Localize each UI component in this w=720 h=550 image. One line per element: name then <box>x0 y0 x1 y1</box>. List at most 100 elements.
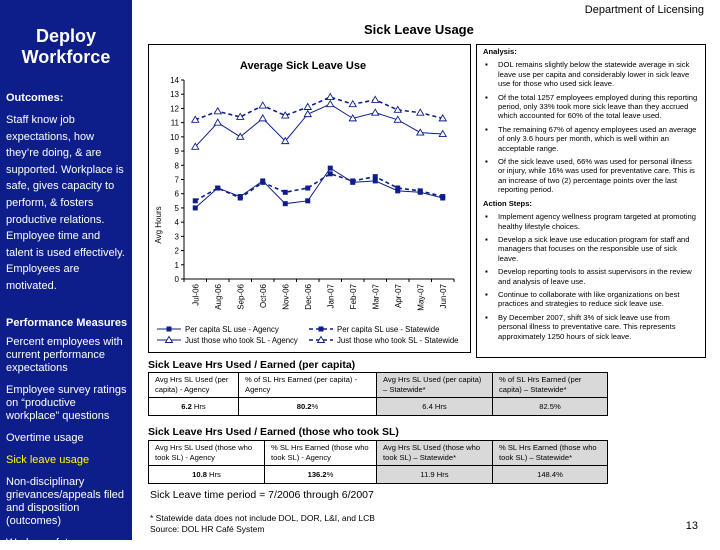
performance-measures-heading: Performance Measures <box>6 316 128 329</box>
data-point <box>237 195 243 201</box>
measure-item-sick-leave[interactable]: Sick leave usage <box>6 453 90 466</box>
data-point <box>213 106 223 115</box>
y-tick-label: 9 <box>175 147 180 156</box>
unit: % <box>326 469 334 479</box>
y-tick-label: 13 <box>170 90 179 99</box>
y-tick-label: 8 <box>175 161 180 170</box>
data-point <box>370 108 380 116</box>
action-item: By December 2007, shift 3% of sick leave… <box>483 313 699 341</box>
data-point <box>327 165 333 171</box>
measure-item-expectations[interactable]: Percent employees with current performan… <box>6 335 123 374</box>
source-note: Source: DOL HR Café System <box>150 524 265 534</box>
table-header: % SL Hrs Earned (those who took SL) – St… <box>492 440 608 466</box>
table-cell: 6.2 Hrs <box>148 397 239 416</box>
measure-item-worker-safety[interactable]: Worker safety <box>6 536 74 549</box>
data-point <box>417 188 423 194</box>
table-header: Avg Hrs SL Used (those who took SL) – St… <box>376 440 493 466</box>
data-point <box>395 185 401 191</box>
statewide-avg-hours: 6.4 Hrs <box>376 397 493 416</box>
data-point <box>282 189 288 195</box>
data-point <box>415 108 425 116</box>
chart-title: Average Sick Leave Use <box>240 60 366 72</box>
y-tick-label: 1 <box>175 261 180 270</box>
legend-marker <box>318 326 324 332</box>
legend-label: Per capita SL use - Agency <box>185 325 279 334</box>
data-point <box>280 111 290 119</box>
line-chart: Average Sick Leave Use Avg Hours 0123456… <box>154 60 459 345</box>
data-point <box>327 171 333 177</box>
legend-label: Just those who took SL - Statewide <box>337 336 459 345</box>
analysis-item: Of the total 1257 employees employed dur… <box>483 93 699 121</box>
data-point <box>303 109 313 118</box>
data-point <box>415 128 425 136</box>
analysis-item: Of the sick leave used, 66% was used for… <box>483 157 699 195</box>
data-point <box>438 129 448 137</box>
x-tick-label: Aug-06 <box>214 283 223 309</box>
data-point <box>190 142 200 150</box>
data-point <box>282 201 288 207</box>
data-point <box>303 102 313 110</box>
y-tick-label: 0 <box>175 275 180 284</box>
series-2 <box>192 171 446 204</box>
y-tick-label: 12 <box>170 104 179 113</box>
x-tick-label: Feb-07 <box>349 283 358 309</box>
y-tick-label: 7 <box>175 176 180 185</box>
data-point <box>192 205 198 211</box>
action-item: Develop a sick leave use education progr… <box>483 235 699 263</box>
data-point <box>440 194 446 200</box>
x-tick-label: May-07 <box>416 283 425 310</box>
agency-pct-earned: 136.2 <box>307 469 327 479</box>
analysis-heading: Analysis: <box>483 47 517 56</box>
x-tick-label: Jun-07 <box>439 283 448 308</box>
data-point <box>235 112 245 120</box>
unit: % <box>311 401 319 411</box>
series-line <box>194 172 443 202</box>
sidebar: Deploy Workforce Outcomes: Staff know jo… <box>0 0 132 549</box>
footnote: * Statewide data does not include DOL, D… <box>150 513 375 535</box>
data-point <box>305 198 311 204</box>
series-line <box>194 96 443 121</box>
data-point <box>190 115 200 123</box>
data-point <box>192 198 198 204</box>
table-cell: 136.2% <box>264 465 377 484</box>
table1-title: Sick Leave Hrs Used / Earned (per capita… <box>148 359 356 371</box>
measure-item-overtime[interactable]: Overtime usage <box>6 431 84 444</box>
y-tick-label: 4 <box>175 218 180 227</box>
section-title-line2: Workforce <box>21 47 111 67</box>
action-item: Develop reporting tools to assist superv… <box>483 267 699 286</box>
table-header: Avg Hrs SL Used (those who took SL) - Ag… <box>148 440 265 466</box>
table-header: % of SL Hrs Earned (per capita) - Agency <box>238 372 377 398</box>
measure-item-grievances[interactable]: Non-disciplinary grievances/appeals file… <box>6 475 125 527</box>
y-tick-label: 6 <box>175 190 180 199</box>
data-point <box>370 95 380 103</box>
section-title-line1: Deploy <box>35 26 96 46</box>
y-axis-label: Avg Hours <box>154 206 163 243</box>
series-4 <box>190 92 448 123</box>
legend-label: Per capita SL use - Statewide <box>337 325 439 334</box>
department-name: Department of Licensing <box>584 4 704 16</box>
data-point <box>213 118 223 126</box>
action-item: Continue to collaborate with like organi… <box>483 290 699 309</box>
data-point <box>372 178 378 184</box>
table-cell: 80.2% <box>238 397 377 416</box>
table2-title: Sick Leave Hrs Used / Earned (those who … <box>148 426 399 438</box>
per-capita-table: Avg Hrs SL Used (per capita) - Agency % … <box>148 372 608 416</box>
y-tick-label: 2 <box>175 247 180 256</box>
legend-marker <box>166 326 172 332</box>
analysis-item: DOL remains slightly below the statewide… <box>483 60 699 88</box>
statewide-footnote: * Statewide data does not include DOL, D… <box>150 513 375 523</box>
data-point <box>350 178 356 184</box>
x-tick-label: Apr-07 <box>394 283 403 308</box>
data-point <box>393 115 403 123</box>
x-tick-label: Sep-06 <box>236 283 245 309</box>
section-title: Deploy Workforce <box>0 26 132 68</box>
x-tick-label: Jul-06 <box>191 283 200 305</box>
action-steps-heading: Action Steps: <box>483 198 532 208</box>
action-item: Implement agency wellness program target… <box>483 212 699 231</box>
data-point <box>325 99 335 108</box>
data-point <box>280 136 290 145</box>
data-point <box>372 174 378 180</box>
measure-item-survey[interactable]: Employee survey ratings on “productive w… <box>6 383 127 422</box>
series-line <box>194 167 443 209</box>
data-point <box>393 105 403 113</box>
